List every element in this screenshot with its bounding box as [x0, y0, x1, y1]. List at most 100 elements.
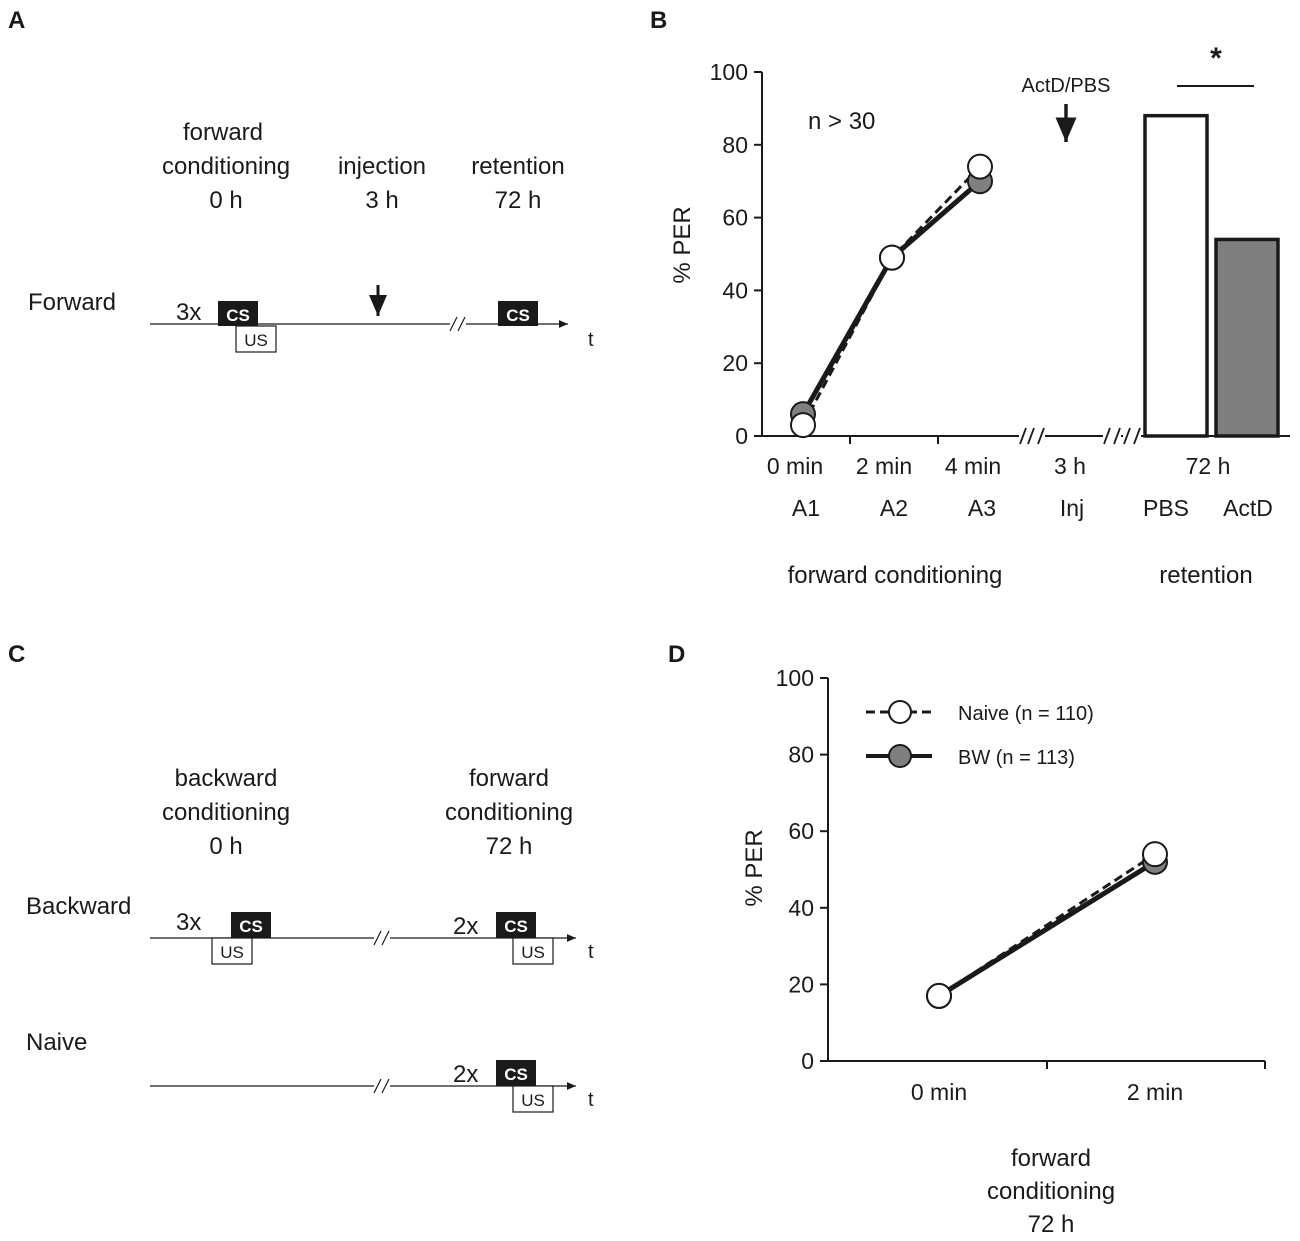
y-tick-label-d-2: 40 [788, 895, 814, 921]
legend-label-bw: BW (n = 113) [958, 747, 1075, 769]
cs-label-a-test: CS [506, 306, 530, 325]
x-tick-label-d-1: 2 min [1127, 1079, 1183, 1105]
series-lines-d [937, 852, 1157, 999]
group-label-b-0: forward conditioning [788, 562, 1003, 589]
x-sub-label-b-3: Inj [1060, 495, 1084, 521]
row-label-forward: Forward [28, 289, 116, 316]
time-axis-label-a: t [588, 329, 594, 351]
header-a-3-line1: retention [471, 153, 564, 180]
y-tick-label-d-0: 0 [801, 1048, 814, 1074]
header-a-1-line2: conditioning [162, 153, 290, 180]
y-tick-label-d-4: 80 [788, 742, 814, 768]
y-axis-label-d: % PER [741, 829, 768, 906]
us-box-c-naive [512, 1085, 554, 1113]
cs-box-c-backward-1 [231, 912, 271, 938]
y-tick-label-d-3: 60 [788, 818, 814, 844]
us-label-c-backward-2: US [521, 943, 545, 962]
panel-letter-a: A [8, 7, 25, 34]
y-tick-label-d-1: 20 [788, 971, 814, 997]
legend-marker-naive [888, 700, 912, 724]
header-c-1-line1: backward [175, 765, 278, 792]
bar-category-label-b-0: PBS [1143, 495, 1189, 521]
series-line-d-naive [938, 852, 1156, 998]
bars-b [1143, 113, 1280, 438]
series-line-d-bw [937, 859, 1157, 999]
legend-marker-bw [888, 744, 912, 768]
cs-box-c-backward-2 [496, 912, 536, 938]
bar-actd [1214, 237, 1280, 438]
point-d-naive-0 [926, 982, 952, 1009]
panel-letter-d: D [668, 641, 685, 668]
axes-b [761, 72, 1290, 445]
x-tick-label-b-0: 0 min [767, 453, 823, 479]
header-a-1-line1: forward [183, 119, 263, 146]
axis-break-c-naive [373, 1078, 390, 1094]
point-b-pbs-2 [967, 153, 993, 180]
x-tick-label-b-3: 3 h [1054, 453, 1086, 479]
reps-c-backward-1: 3x [176, 909, 201, 936]
header-c-2-line3: 72 h [486, 833, 533, 860]
injection-label-b: ActD/PBS [1022, 75, 1111, 97]
series-line-b-actd [800, 179, 982, 416]
reps-c-backward-2: 2x [453, 913, 478, 940]
axis-break-a [449, 316, 466, 332]
axis-break-c-backward [373, 930, 390, 946]
panel-letter-c: C [8, 641, 25, 668]
point-b-pbs-0 [790, 412, 816, 439]
series-points-d [926, 841, 1168, 1009]
cs-label-a-train: CS [226, 306, 250, 325]
point-b-pbs-1 [879, 244, 905, 271]
cs-label-c-naive: CS [504, 1065, 528, 1084]
panel-b: B % PER 0 20 40 60 80 100 n > 30 ActD/PBS * 0… [650, 7, 1290, 589]
series-points-b [790, 153, 993, 439]
time-axis-label-c-backward: t [588, 941, 594, 963]
panel-letter-b: B [650, 7, 667, 34]
cs-box-a-train [218, 301, 258, 326]
y-tick-label-d-5: 100 [776, 665, 814, 691]
y-tick-label-b-1: 20 [722, 350, 748, 376]
us-label-c-naive: US [521, 1091, 545, 1110]
bar-category-label-b-1: ActD [1223, 495, 1273, 521]
cs-label-c-backward-2: CS [504, 917, 528, 936]
y-tick-label-b-3: 60 [722, 205, 748, 231]
x-axis-label-d-line2: conditioning [987, 1178, 1115, 1205]
axes-d [827, 678, 1266, 1069]
us-box-c-backward-1 [211, 937, 253, 965]
y-tick-label-b-4: 80 [722, 132, 748, 158]
y-tick-label-b-0: 0 [735, 423, 748, 449]
x-sub-label-b-0: A1 [792, 495, 820, 521]
header-c-1-line2: conditioning [162, 799, 290, 826]
us-box-a-train [235, 325, 277, 353]
row-label-backward: Backward [26, 893, 131, 920]
header-c-2-line2: conditioning [445, 799, 573, 826]
x-sub-label-b-1: A2 [880, 495, 908, 521]
y-tick-label-b-5: 100 [710, 59, 748, 85]
bar-time-label-b: 72 h [1186, 453, 1231, 479]
time-axis-label-c-naive: t [588, 1089, 594, 1111]
axis-break-b-2 [1123, 427, 1141, 445]
legend-d: Naive (n = 110) BW (n = 113) [866, 700, 1094, 769]
reps-c-naive: 2x [453, 1061, 478, 1088]
header-a-2-line2: 3 h [365, 187, 398, 214]
y-tick-label-b-2: 40 [722, 277, 748, 303]
x-tick-label-b-2: 4 min [945, 453, 1001, 479]
y-ticks-d: 0 20 40 60 80 100 [776, 665, 828, 1074]
group-label-b-1: retention [1159, 562, 1252, 589]
y-ticks-b: 0 20 40 60 80 100 [710, 59, 762, 449]
header-a-3-line2: 72 h [495, 187, 542, 214]
x-tick-label-d-0: 0 min [911, 1079, 967, 1105]
axis-break-b-1 [1103, 427, 1121, 445]
legend-label-naive: Naive (n = 110) [958, 703, 1094, 725]
x-tick-label-b-1: 2 min [856, 453, 912, 479]
us-box-c-backward-2 [512, 937, 554, 965]
x-axis-label-d-line3: 72 h [1028, 1211, 1075, 1238]
y-axis-label-b: % PER [669, 206, 696, 283]
significance-star-b: * [1210, 42, 1222, 75]
panel-d: D % PER 0 20 40 60 80 100 Naive (n = 110) BW … [668, 641, 1266, 1238]
header-c-1-line3: 0 h [209, 833, 242, 860]
point-d-naive-1 [1142, 841, 1168, 868]
cs-label-c-backward-1: CS [239, 917, 263, 936]
header-a-2-line1: injection [338, 153, 426, 180]
header-c-2-line1: forward [469, 765, 549, 792]
